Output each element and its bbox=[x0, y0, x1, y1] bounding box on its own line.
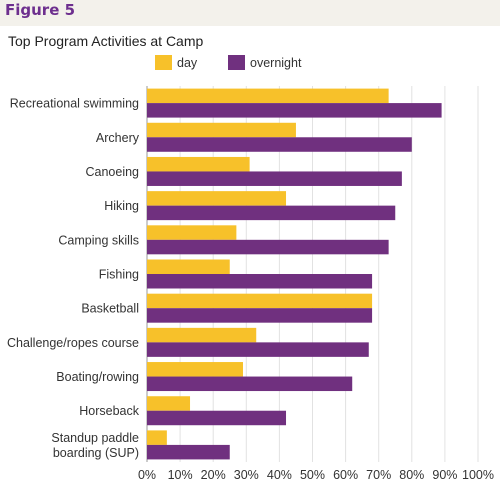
x-tick-label: 10% bbox=[168, 468, 193, 482]
bar-overnight bbox=[147, 410, 287, 426]
category-label: Archery bbox=[96, 131, 140, 145]
bar-day bbox=[147, 327, 257, 343]
bar-day bbox=[147, 293, 373, 309]
bar-overnight bbox=[147, 171, 402, 186]
category-label: Challenge/ropes course bbox=[7, 336, 139, 350]
category-label: boarding (SUP) bbox=[53, 446, 139, 460]
legend-swatch-day bbox=[155, 55, 172, 70]
x-tick-label: 0% bbox=[138, 468, 156, 482]
bar-day bbox=[147, 362, 243, 377]
x-tick-label: 90% bbox=[432, 468, 457, 482]
x-tick-label: 40% bbox=[267, 468, 292, 482]
category-label: Basketball bbox=[81, 302, 139, 316]
bar-overnight bbox=[147, 137, 412, 152]
x-tick-label: 100% bbox=[462, 468, 494, 482]
x-tick-label: 60% bbox=[333, 468, 358, 482]
bar-overnight bbox=[147, 342, 369, 357]
category-label: Horseback bbox=[79, 404, 139, 418]
category-label: Camping skills bbox=[58, 233, 139, 247]
legend-swatch-overnight bbox=[228, 55, 245, 70]
x-tick-label: 70% bbox=[366, 468, 391, 482]
category-label: Boating/rowing bbox=[56, 370, 139, 384]
bar-day bbox=[147, 156, 250, 172]
x-tick-label: 80% bbox=[399, 468, 424, 482]
bar-overnight bbox=[147, 103, 442, 118]
category-label: Fishing bbox=[99, 268, 139, 282]
bar-day bbox=[147, 88, 389, 104]
chart-title: Top Program Activities at Camp bbox=[8, 33, 204, 49]
legend-label-day: day bbox=[177, 56, 198, 70]
bar-day bbox=[147, 191, 287, 206]
bar-overnight bbox=[147, 308, 373, 323]
figure-header-bar bbox=[0, 0, 500, 26]
bar-overnight bbox=[147, 444, 230, 460]
bar-day bbox=[147, 122, 296, 138]
category-label: Hiking bbox=[104, 199, 139, 213]
x-tick-label: 20% bbox=[201, 468, 226, 482]
bar-day bbox=[147, 225, 237, 240]
bar-day bbox=[147, 259, 230, 274]
x-tick-label: 50% bbox=[300, 468, 325, 482]
category-label: Standup paddle bbox=[51, 431, 139, 445]
figure-label: Figure 5 bbox=[5, 1, 76, 19]
category-label: Canoeing bbox=[85, 165, 139, 179]
bar-overnight bbox=[147, 376, 353, 392]
bar-day bbox=[147, 396, 191, 411]
bar-overnight bbox=[147, 239, 389, 255]
bar-overnight bbox=[147, 205, 396, 221]
bar-day bbox=[147, 430, 167, 445]
bar-overnight bbox=[147, 274, 373, 289]
x-tick-label: 30% bbox=[234, 468, 259, 482]
category-label: Recreational swimming bbox=[10, 97, 139, 111]
legend-label-overnight: overnight bbox=[250, 56, 302, 70]
